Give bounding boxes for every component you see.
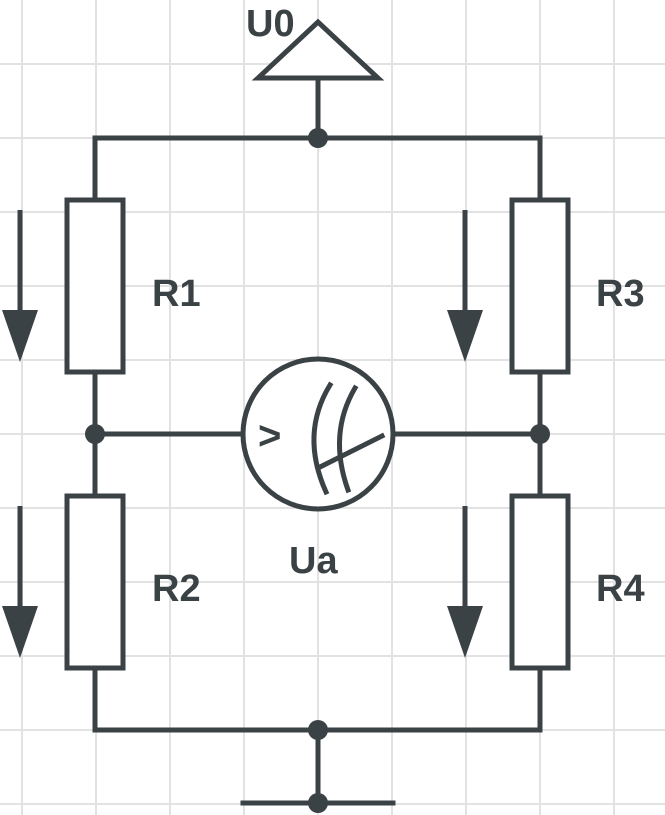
meter-scale-arc-outer	[337, 384, 359, 494]
resistor-r2	[64, 493, 126, 671]
voltage-arrow-r2	[2, 506, 38, 658]
resistor-r3	[509, 197, 571, 375]
arrow-down-icon	[447, 310, 483, 362]
resistor-r1	[64, 197, 126, 375]
voltage-arrow-r4	[447, 506, 483, 658]
meter-needle	[314, 432, 386, 472]
junction-node	[85, 424, 105, 444]
junction-node	[308, 128, 328, 148]
resistor-label-r4: R4	[596, 568, 645, 610]
voltage-arrow-r1	[2, 210, 38, 362]
voltmeter: >	[240, 356, 396, 512]
arrow-down-icon	[2, 310, 38, 362]
voltage-arrow-r3	[447, 210, 483, 362]
supply-label: U0	[246, 3, 295, 45]
resistor-label-r1: R1	[152, 273, 201, 315]
junction-node	[530, 424, 550, 444]
voltmeter-icon	[240, 356, 396, 512]
ground-node	[308, 793, 328, 813]
resistor-label-r3: R3	[596, 273, 645, 315]
meter-scale-arc-inner	[311, 381, 334, 496]
resistor-label-r2: R2	[152, 568, 201, 610]
meter-glyph: >	[258, 414, 281, 458]
junction-node	[308, 720, 328, 740]
arrow-down-icon	[2, 606, 38, 658]
arrow-down-icon	[447, 606, 483, 658]
resistor-r4	[509, 493, 571, 671]
meter-label: Ua	[289, 540, 338, 582]
